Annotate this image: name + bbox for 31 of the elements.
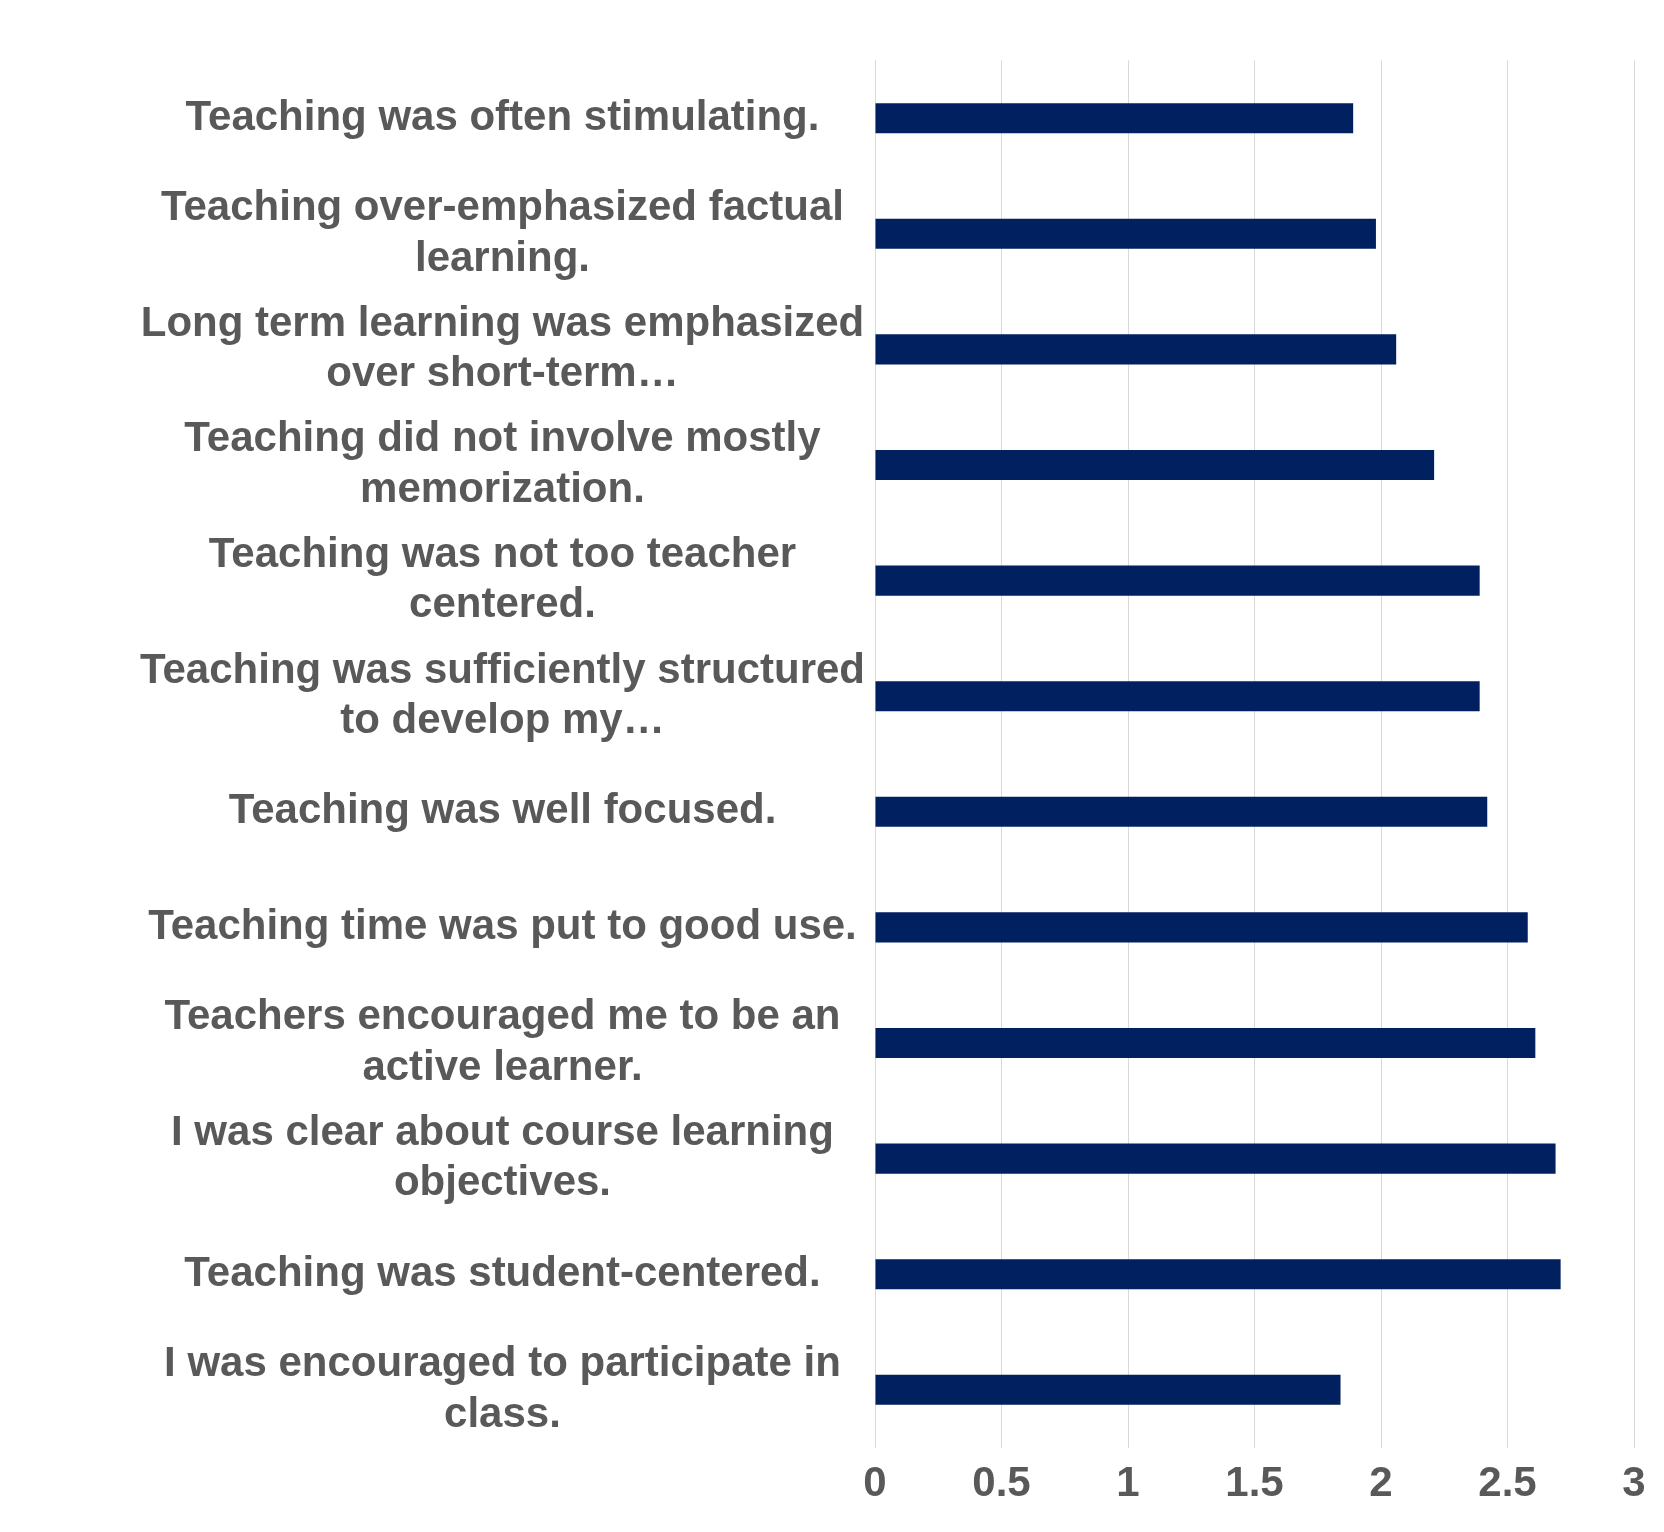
x-tick-label: 1 bbox=[1116, 1458, 1140, 1506]
bar bbox=[875, 912, 1528, 943]
y-tick-label: Teaching was not too teacher centered. bbox=[208, 528, 797, 627]
x-tick-label: 2 bbox=[1369, 1458, 1393, 1506]
bar bbox=[875, 565, 1480, 596]
y-tick-label: Teaching did not involve mostly memorization. bbox=[184, 413, 822, 511]
x-tick-label: 0 bbox=[863, 1458, 887, 1506]
bar bbox=[875, 1143, 1556, 1174]
y-tick-label: I was clear about course learning objectives. bbox=[171, 1106, 834, 1205]
x-tick-label: 1.5 bbox=[1225, 1458, 1284, 1506]
y-tick-label: Teaching time was put to good use. bbox=[148, 900, 857, 948]
bar bbox=[875, 681, 1480, 712]
x-tick-label: 3 bbox=[1622, 1458, 1646, 1506]
bar bbox=[875, 796, 1488, 827]
y-tick-label: I was encouraged to participate in class. bbox=[164, 1338, 841, 1436]
y-tick-label: Teaching was often stimulating. bbox=[185, 91, 820, 139]
bar bbox=[875, 1259, 1561, 1290]
bar bbox=[875, 334, 1397, 365]
bar bbox=[875, 103, 1354, 134]
bar bbox=[875, 218, 1376, 249]
y-tick-label: Teaching was student-centered. bbox=[184, 1247, 821, 1295]
bar bbox=[875, 449, 1435, 481]
y-tick-label: Teachers encouraged me to be an active learner. bbox=[164, 991, 841, 1089]
x-tick-label: 0.5 bbox=[972, 1458, 1031, 1506]
x-tick-label: 2.5 bbox=[1478, 1458, 1537, 1506]
y-tick-label: Teaching was well focused. bbox=[228, 785, 777, 833]
y-tick-label: Teaching over-emphasized factual learning. bbox=[160, 182, 845, 280]
bar bbox=[875, 1374, 1341, 1405]
y-tick-label: Long term learning was emphasized over short-term… bbox=[140, 297, 865, 396]
y-tick-label: Teaching was sufficiently structured to develop my… bbox=[139, 644, 865, 742]
bar bbox=[875, 1027, 1536, 1059]
